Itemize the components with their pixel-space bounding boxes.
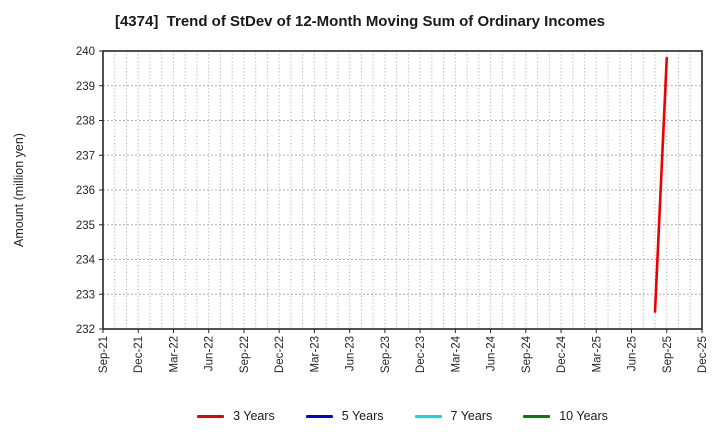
series-line-3-years — [653, 56, 669, 313]
x-tick-label: Jun-23 — [345, 336, 357, 371]
y-tick-label: 234 — [76, 255, 96, 267]
x-tick-label: Sep-25 — [662, 336, 674, 373]
x-tick-label: Sep-22 — [239, 336, 251, 373]
x-tick-label: Mar-25 — [591, 336, 603, 372]
x-tick-label: Dec-24 — [556, 335, 568, 373]
y-tick-label: 240 — [76, 46, 95, 58]
legend-swatch-icon — [523, 414, 551, 418]
legend-item-10-years: 10 Years — [523, 409, 608, 423]
x-tick-label: Mar-22 — [168, 336, 180, 372]
y-tick-label: 239 — [76, 81, 95, 93]
y-tick-label: 238 — [76, 116, 95, 128]
x-tick-label: Mar-24 — [450, 335, 462, 372]
chart-title: [4374] Trend of StDev of 12-Month Moving… — [114, 13, 606, 30]
x-tick-label: Dec-22 — [274, 336, 286, 373]
x-tick-label: Jun-25 — [627, 336, 639, 371]
x-tick-label: Dec-25 — [697, 336, 709, 373]
x-tick-label: Dec-21 — [133, 336, 145, 373]
y-tick-label: 235 — [76, 220, 95, 232]
legend-item-3-years: 3 Years — [197, 409, 275, 423]
legend-item-5-years: 5 Years — [305, 409, 384, 423]
legend-swatch-icon — [197, 414, 225, 418]
legend-label: 10 Years — [559, 409, 608, 423]
x-tick-label: Sep-21 — [98, 336, 110, 373]
y-tick-label: 233 — [76, 289, 95, 301]
x-tick-label: Sep-23 — [380, 336, 392, 373]
legend-swatch-icon — [414, 414, 442, 418]
x-tick-label: Dec-23 — [415, 336, 427, 373]
legend: 3 Years 5 Years 7 Years 10 Years — [103, 404, 702, 428]
legend-label: 7 Years — [450, 409, 493, 423]
legend-label: 5 Years — [341, 409, 384, 423]
y-tick-label: 237 — [76, 150, 95, 162]
legend-item-7-years: 7 Years — [414, 409, 493, 423]
x-tick-label: Jun-24 — [486, 335, 498, 371]
x-tick-label: Sep-24 — [521, 335, 533, 373]
y-tick-label: 236 — [76, 185, 95, 197]
legend-swatch-icon — [305, 414, 333, 418]
x-tick-label: Jun-22 — [204, 336, 216, 371]
legend-label: 3 Years — [233, 409, 275, 423]
y-tick-label: 232 — [76, 324, 95, 336]
x-tick-label: Mar-23 — [309, 336, 321, 372]
